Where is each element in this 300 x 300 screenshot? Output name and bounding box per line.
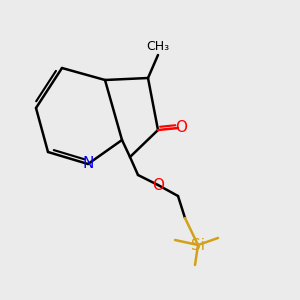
Text: O: O	[152, 178, 164, 193]
Text: O: O	[175, 121, 187, 136]
Text: CH₃: CH₃	[146, 40, 170, 53]
Text: Si: Si	[191, 238, 205, 253]
Text: N: N	[82, 157, 94, 172]
